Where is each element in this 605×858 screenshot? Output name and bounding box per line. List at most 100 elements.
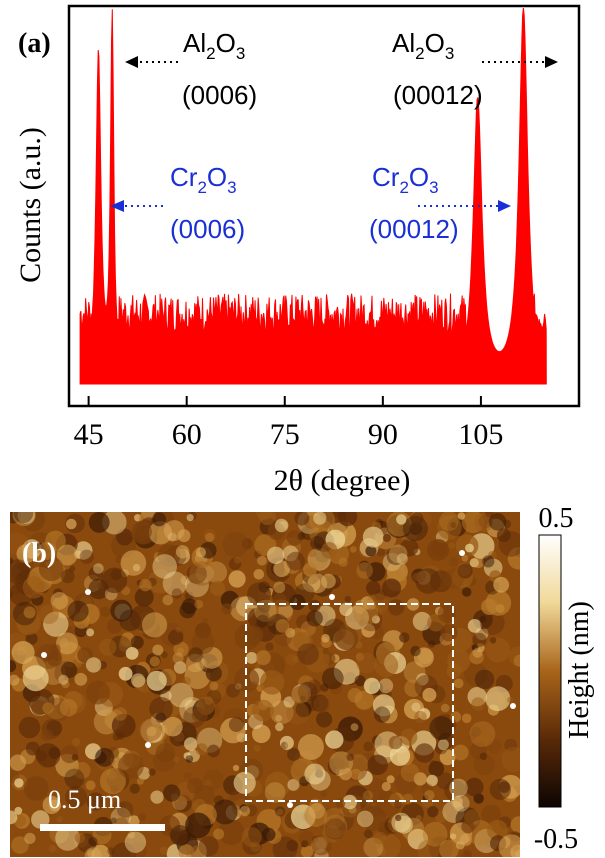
- afm-texture-blob: [10, 559, 30, 585]
- afm-texture-blob: [39, 604, 59, 624]
- afm-texture-blob: [465, 543, 474, 553]
- afm-texture-blob: [440, 703, 450, 713]
- afm-texture-blob: [73, 762, 91, 779]
- afm-texture-blob: [23, 776, 49, 801]
- afm-texture-blob: [399, 632, 410, 643]
- afm-texture-blob: [311, 694, 329, 712]
- afm-texture-blob: [264, 782, 286, 803]
- x-axis-label: 2θ (degree): [274, 464, 411, 497]
- afm-texture-blob: [479, 752, 488, 760]
- afm-texture-blob: [136, 777, 144, 785]
- afm-texture-blob: [308, 599, 321, 612]
- afm-texture-blob: [290, 686, 309, 704]
- afm-texture-blob: [366, 580, 381, 596]
- afm-texture-blob: [304, 803, 328, 828]
- afm-particle: [41, 652, 47, 658]
- afm-texture-blob: [152, 644, 164, 656]
- afm-texture-blob: [461, 851, 472, 857]
- afm-texture-blob: [418, 708, 431, 720]
- afm-texture-blob: [378, 678, 394, 694]
- annotation-species: Cr2O3: [170, 162, 237, 197]
- afm-texture-blob: [481, 804, 502, 825]
- colorbar-min: -0.5: [534, 824, 578, 855]
- afm-texture-blob: [101, 567, 128, 594]
- afm-texture-blob: [275, 722, 284, 732]
- afm-texture-blob: [337, 512, 358, 527]
- afm-texture-blob: [448, 542, 456, 550]
- afm-texture-blob: [275, 714, 283, 722]
- afm-texture-blob: [286, 551, 305, 571]
- afm-texture-blob: [422, 821, 448, 847]
- afm-texture-blob: [148, 768, 156, 776]
- afm-texture-blob: [485, 686, 511, 712]
- afm-texture-blob: [88, 837, 98, 846]
- x-tick-label: 105: [458, 418, 503, 451]
- afm-texture-blob: [59, 699, 78, 717]
- annotation-species: Al2O3: [392, 28, 454, 63]
- afm-texture-blob: [258, 581, 270, 593]
- scale-bar: [40, 824, 165, 831]
- afm-texture-blob: [130, 635, 144, 650]
- afm-texture-blob: [129, 841, 147, 857]
- afm-particle: [145, 742, 151, 748]
- afm-texture-blob: [346, 753, 354, 761]
- afm-texture-blob: [64, 768, 85, 789]
- afm-texture-blob: [11, 836, 29, 854]
- afm-texture-blob: [86, 680, 110, 705]
- afm-texture-blob: [486, 738, 502, 754]
- afm-texture-blob: [74, 672, 88, 686]
- afm-texture-blob: [157, 544, 181, 567]
- afm-texture-blob: [189, 561, 214, 586]
- afm-texture-blob: [452, 744, 469, 761]
- afm-texture-blob: [255, 650, 271, 666]
- afm-texture-blob: [308, 549, 316, 558]
- afm-texture-blob: [469, 558, 479, 568]
- afm-texture-blob: [128, 815, 140, 827]
- afm-texture-blob: [493, 576, 510, 593]
- afm-texture-blob: [188, 647, 204, 663]
- afm-particle: [459, 550, 465, 556]
- afm-texture-blob: [146, 670, 167, 691]
- afm-texture-blob: [358, 619, 367, 627]
- afm-texture-blob: [111, 801, 127, 817]
- afm-texture-blob: [184, 591, 194, 601]
- afm-texture-blob: [23, 606, 36, 619]
- afm-texture-blob: [463, 848, 472, 857]
- afm-texture-blob: [247, 582, 271, 607]
- afm-texture-blob: [116, 801, 134, 818]
- afm-texture-blob: [170, 825, 191, 846]
- afm-texture-blob: [191, 631, 215, 655]
- afm-texture-blob: [282, 547, 290, 555]
- annotation-species: Al2O3: [183, 28, 245, 63]
- afm-texture-blob: [55, 825, 81, 851]
- afm-texture-blob: [469, 721, 496, 747]
- xrd-trace: [79, 8, 547, 385]
- afm-texture-blob: [60, 569, 75, 584]
- afm-texture-blob: [256, 614, 269, 628]
- afm-texture-blob: [374, 653, 399, 678]
- afm-texture-blob: [498, 697, 505, 705]
- afm-texture-blob: [321, 667, 344, 690]
- afm-texture-blob: [325, 730, 344, 749]
- afm-texture-blob: [395, 814, 402, 822]
- afm-texture-blob: [131, 673, 146, 688]
- afm-texture-blob: [313, 512, 327, 525]
- afm-texture-blob: [309, 802, 325, 819]
- afm-texture-blob: [107, 847, 115, 855]
- afm-texture-blob: [472, 632, 487, 647]
- afm-texture-blob: [16, 610, 41, 636]
- afm-texture-blob: [10, 660, 17, 673]
- afm-texture-blob: [106, 618, 123, 634]
- afm-texture-blob: [452, 794, 470, 812]
- panel-b-afm: (b) 0.5 μm 0.5 -0.5 Height (nm): [10, 503, 595, 857]
- afm-texture-blob: [56, 816, 63, 823]
- afm-texture-blob: [186, 514, 194, 522]
- afm-texture-blob: [163, 716, 183, 737]
- afm-texture-blob: [424, 790, 435, 801]
- afm-texture-blob: [134, 587, 154, 607]
- afm-texture-blob: [244, 804, 258, 817]
- afm-texture-blob: [150, 790, 164, 804]
- afm-texture-blob: [400, 763, 420, 782]
- afm-texture-blob: [22, 665, 49, 692]
- afm-texture-blob: [349, 546, 357, 553]
